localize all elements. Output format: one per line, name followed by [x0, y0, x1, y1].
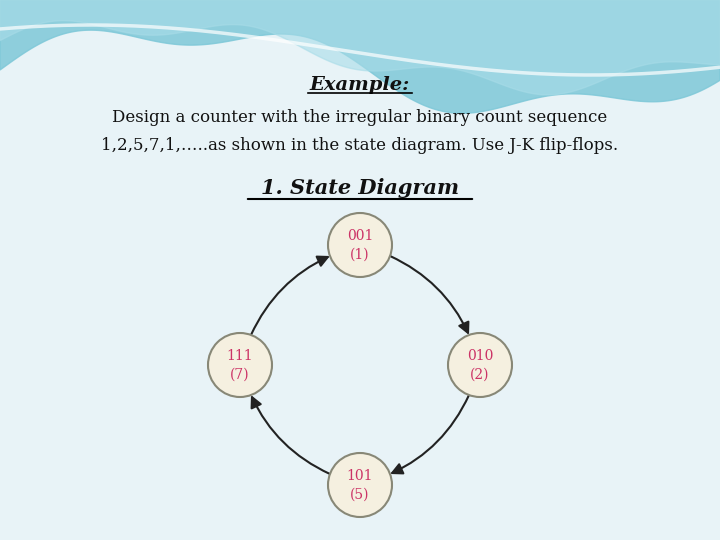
Circle shape — [328, 213, 392, 277]
Polygon shape — [0, 0, 720, 95]
FancyArrowPatch shape — [390, 256, 469, 333]
Text: Example:: Example: — [310, 76, 410, 94]
Circle shape — [328, 453, 392, 517]
Text: 111
(7): 111 (7) — [227, 349, 253, 381]
FancyArrowPatch shape — [251, 397, 330, 474]
Text: 101
(5): 101 (5) — [347, 469, 373, 501]
Text: Design a counter with the irregular binary count sequence: Design a counter with the irregular bina… — [112, 110, 608, 126]
Circle shape — [448, 333, 512, 397]
Polygon shape — [0, 0, 720, 113]
FancyArrowPatch shape — [392, 395, 469, 474]
Text: 1. State Diagram: 1. State Diagram — [261, 178, 459, 198]
Text: 001
(1): 001 (1) — [347, 229, 373, 261]
FancyArrowPatch shape — [251, 256, 328, 335]
Circle shape — [208, 333, 272, 397]
Text: 010
(2): 010 (2) — [467, 349, 493, 381]
Text: 1,2,5,7,1,…..as shown in the state diagram. Use J-K flip-flops.: 1,2,5,7,1,…..as shown in the state diagr… — [102, 137, 618, 153]
